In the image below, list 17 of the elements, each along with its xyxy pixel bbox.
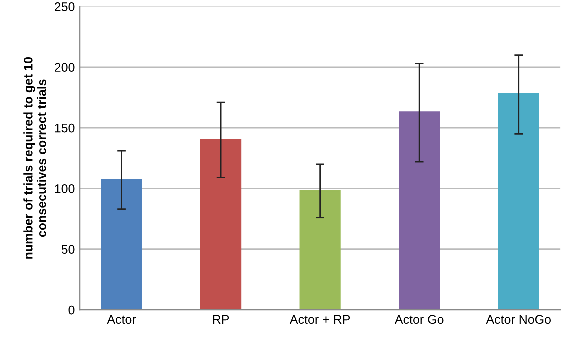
x-tick-label: Actor + RP	[290, 315, 350, 324]
y-tick-label: 200	[54, 63, 75, 72]
x-tick-label: Actor Go	[394, 315, 444, 324]
y-tick-label: 50	[62, 245, 75, 254]
y-axis-title: number of trials required to get 10 consecutives correct trials	[24, 57, 46, 259]
x-tick-label: Actor NoGo	[486, 315, 551, 324]
bar	[300, 190, 341, 310]
y-tick-label: 250	[54, 2, 75, 12]
x-tick-label: Actor	[107, 315, 136, 324]
bar	[399, 112, 440, 310]
y-tick-label: 0	[68, 306, 75, 315]
y-tick-label: 150	[55, 124, 75, 133]
bar	[101, 180, 142, 310]
bar	[200, 139, 242, 310]
x-tick-label: RP	[213, 315, 230, 324]
bar	[498, 93, 540, 310]
y-tick-label: 100	[55, 184, 75, 194]
